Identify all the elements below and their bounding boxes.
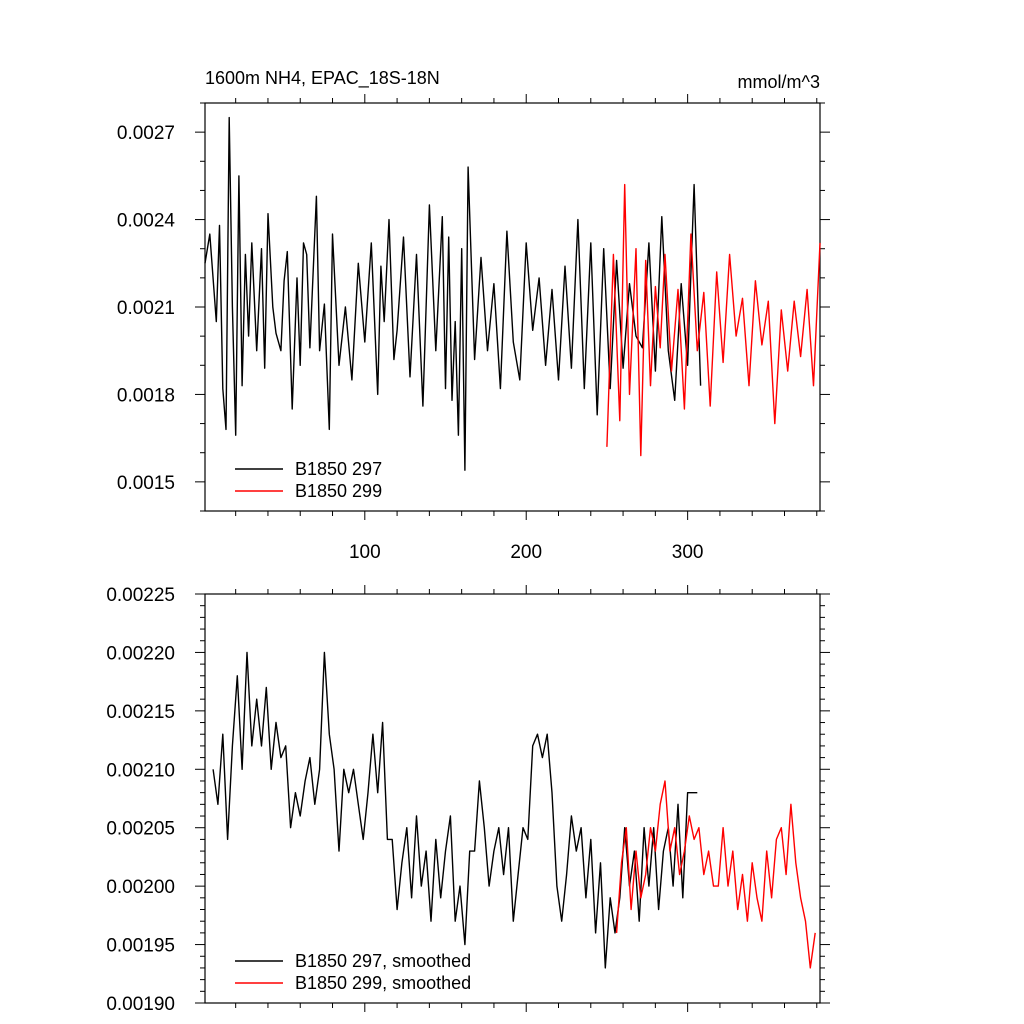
series-line-1 [204, 116, 702, 471]
top-panel: 1600m NH4, EPAC_18S-18N mmol/m^3 0.00150… [117, 68, 830, 563]
x-tick-label: 300 [672, 542, 704, 563]
x-tick-label: 100 [349, 542, 381, 563]
legend-label-2: B1850 299, smoothed [295, 973, 471, 993]
legend-label-1: B1850 297, smoothed [295, 951, 471, 971]
y-tick-label: 0.00200 [106, 877, 175, 898]
series-line-2 [615, 780, 816, 969]
bottom-series [212, 651, 816, 969]
y-tick-label: 0.00210 [106, 760, 175, 781]
legend-label-2: B1850 299 [295, 481, 382, 501]
bottom-y-tick-labels: 0.00190 0.00195 0.00200 0.00205 0.00210 0.002… [106, 585, 175, 1015]
y-tick-label: 0.0015 [117, 473, 175, 494]
legend-label-1: B1850 297 [295, 459, 382, 479]
y-tick-label: 0.0024 [117, 211, 176, 232]
x-tick-label: 200 [510, 542, 542, 563]
series-line-1 [212, 651, 698, 969]
y-tick-label: 0.00205 [106, 819, 175, 840]
y-tick-label: 0.00220 [106, 643, 175, 664]
y-tick-label: 0.0021 [117, 298, 175, 319]
bottom-plot-frame [204, 593, 821, 1004]
y-tick-label: 0.00225 [106, 585, 175, 606]
top-series [204, 116, 821, 471]
y-tick-label: 0.00215 [106, 702, 175, 723]
top-chart-title: 1600m NH4, EPAC_18S-18N [205, 68, 440, 89]
top-plot-frame [204, 102, 821, 512]
y-tick-label: 0.00190 [106, 994, 175, 1015]
bottom-ticks [195, 585, 830, 1012]
top-chart-units: mmol/m^3 [738, 72, 820, 92]
top-x-tick-labels: 100 200 300 [349, 542, 704, 563]
y-tick-label: 0.0027 [117, 123, 175, 144]
series-line-2 [606, 183, 821, 457]
bottom-panel: 0.00190 0.00195 0.00200 0.00205 0.00210 0.002… [106, 585, 830, 1015]
top-ticks [195, 94, 830, 520]
y-tick-label: 0.00195 [106, 936, 175, 957]
y-tick-label: 0.0018 [117, 385, 175, 406]
top-y-tick-labels: 0.0015 0.0018 0.0021 0.0024 0.0027 [117, 123, 176, 494]
